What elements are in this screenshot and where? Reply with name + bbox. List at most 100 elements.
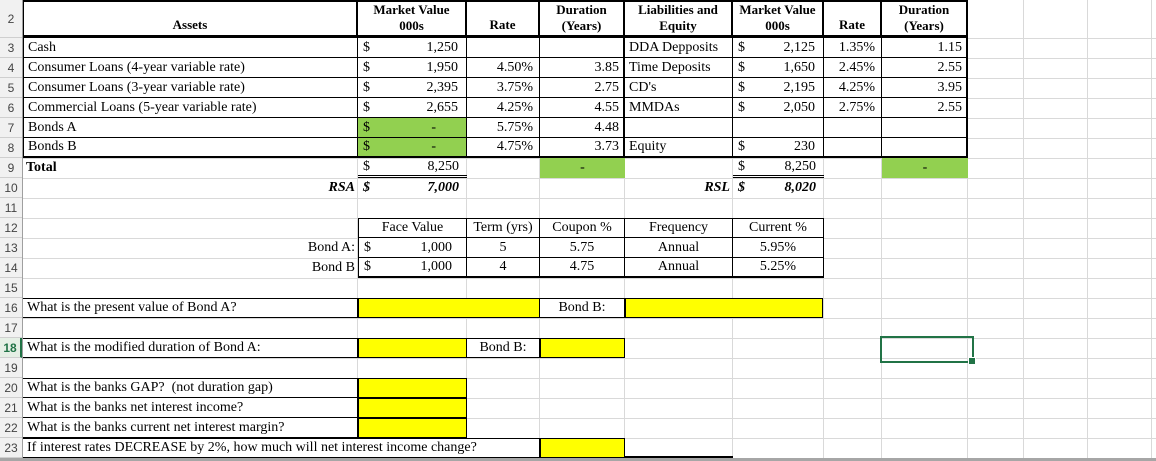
asset-rate-cell[interactable]: 4.75% xyxy=(467,138,540,158)
row-number[interactable]: 19 xyxy=(0,358,22,378)
row-number[interactable]: 16 xyxy=(0,298,22,318)
liability-mv-cell[interactable] xyxy=(733,118,824,138)
row-number[interactable]: 22 xyxy=(0,418,22,438)
liability-duration-cell[interactable]: 2.55 xyxy=(882,58,968,78)
row-number[interactable]: 10 xyxy=(0,178,22,198)
row-number[interactable]: 11 xyxy=(0,198,22,218)
liability-name-cell[interactable]: Equity xyxy=(625,138,733,158)
answer-nim-input[interactable] xyxy=(358,418,467,438)
answer-pv-bond-b-input[interactable] xyxy=(625,298,823,318)
bond-b-prompt-cell-2[interactable]: Bond B: xyxy=(467,338,540,358)
total-label-cell[interactable]: Total xyxy=(22,158,358,178)
asset-mv-cell[interactable]: $2,395 xyxy=(358,78,467,98)
bond-header-face-value[interactable]: Face Value xyxy=(358,218,467,238)
bond-b-label-cell[interactable]: Bond B xyxy=(22,258,358,278)
liability-duration-cell[interactable] xyxy=(882,138,968,158)
liability-duration-cell[interactable]: 2.55 xyxy=(882,98,968,118)
liability-name-cell[interactable] xyxy=(625,118,733,138)
question-duration-bond-a-cell[interactable]: What is the modified duration of Bond A: xyxy=(22,338,358,358)
liabilities-total-duration-cell-green[interactable]: - xyxy=(882,158,968,178)
question-nii-cell[interactable]: What is the banks net interest income? xyxy=(22,398,358,418)
row23-trailing-cell[interactable] xyxy=(625,438,733,458)
liability-name-cell[interactable]: DDA Depposits xyxy=(625,38,733,58)
liability-rate-cell[interactable]: 4.25% xyxy=(824,78,882,98)
row-number[interactable]: 3 xyxy=(0,38,22,58)
asset-duration-cell[interactable]: 3.73 xyxy=(540,138,625,158)
asset-mv-cell[interactable]: $2,655 xyxy=(358,98,467,118)
row-number[interactable]: 9 xyxy=(0,158,22,178)
answer-nii-input[interactable] xyxy=(358,398,467,418)
row-number[interactable]: 8 xyxy=(0,138,22,158)
liability-rate-cell[interactable] xyxy=(824,138,882,158)
liab-duration-header-cell[interactable]: Duration (Years) xyxy=(882,0,968,38)
bond-header-current[interactable]: Current % xyxy=(733,218,824,238)
bond-header-coupon[interactable]: Coupon % xyxy=(540,218,625,238)
bond-a-coupon-cell[interactable]: 5.75 xyxy=(540,238,625,258)
liability-mv-cell[interactable]: $2,195 xyxy=(733,78,824,98)
assets-mv-header-cell[interactable]: Market Value 000s xyxy=(358,0,467,38)
asset-duration-cell[interactable]: 2.75 xyxy=(540,78,625,98)
liability-mv-cell[interactable]: $2,050 xyxy=(733,98,824,118)
liability-name-cell[interactable]: Time Deposits xyxy=(625,58,733,78)
asset-name-cell[interactable]: Consumer Loans (3-year variable rate) xyxy=(22,78,358,98)
rsl-value-cell[interactable]: $8,020 xyxy=(733,178,824,198)
bond-header-term[interactable]: Term (yrs) xyxy=(467,218,540,238)
bond-a-current-cell[interactable]: 5.95% xyxy=(733,238,824,258)
liability-duration-cell[interactable] xyxy=(882,118,968,138)
asset-rate-cell[interactable]: 3.75% xyxy=(467,78,540,98)
row-number[interactable]: 23 xyxy=(0,438,22,458)
assets-duration-header-cell[interactable]: Duration (Years) xyxy=(540,0,625,38)
bond-b-face-cell[interactable]: $1,000 xyxy=(358,258,467,278)
asset-rate-cell[interactable]: 5.75% xyxy=(467,118,540,138)
row-number[interactable]: 20 xyxy=(0,378,22,398)
answer-duration-bond-b-input[interactable] xyxy=(540,338,625,358)
row-number[interactable]: 13 xyxy=(0,238,22,258)
asset-duration-cell[interactable]: 3.85 xyxy=(540,58,625,78)
liab-rate-header-cell[interactable]: Rate xyxy=(824,0,882,38)
bond-b-frequency-cell[interactable]: Annual xyxy=(625,258,733,278)
row-number[interactable]: 5 xyxy=(0,78,22,98)
assets-total-cell[interactable]: $8,250 xyxy=(358,158,467,178)
bond-a-face-cell[interactable]: $1,000 xyxy=(358,238,467,258)
liability-rate-cell[interactable] xyxy=(824,118,882,138)
row-number[interactable]: 17 xyxy=(0,318,22,338)
liability-duration-cell[interactable]: 3.95 xyxy=(882,78,968,98)
liabilities-header-cell[interactable]: Liabilities and Equity xyxy=(625,0,733,38)
assets-total-duration-cell-green[interactable]: - xyxy=(540,158,625,178)
liability-mv-cell[interactable]: $230 xyxy=(733,138,824,158)
row-number[interactable]: 2 xyxy=(0,0,22,38)
bond-a-frequency-cell[interactable]: Annual xyxy=(625,238,733,258)
answer-pv-bond-a-input[interactable] xyxy=(358,298,540,318)
liability-name-cell[interactable]: MMDAs xyxy=(625,98,733,118)
asset-rate-cell[interactable]: 4.25% xyxy=(467,98,540,118)
liability-mv-cell[interactable]: $1,650 xyxy=(733,58,824,78)
bond-a-label-cell[interactable]: Bond A: xyxy=(22,238,358,258)
liability-mv-cell[interactable]: $2,125 xyxy=(733,38,824,58)
bond-b-current-cell[interactable]: 5.25% xyxy=(733,258,824,278)
rsl-label-cell[interactable]: RSL xyxy=(625,178,733,198)
asset-mv-cell[interactable]: $1,950 xyxy=(358,58,467,78)
asset-name-cell[interactable]: Cash xyxy=(22,38,358,58)
rsa-label-cell[interactable]: RSA xyxy=(22,178,358,198)
row-number[interactable]: 15 xyxy=(0,278,22,298)
question-nim-cell[interactable]: What is the banks current net interest m… xyxy=(22,418,358,438)
asset-mv-cell-green[interactable]: $ - xyxy=(358,118,467,138)
bond-b-term-cell[interactable]: 4 xyxy=(467,258,540,278)
asset-duration-cell[interactable]: 4.55 xyxy=(540,98,625,118)
asset-mv-cell-green[interactable]: $ - xyxy=(358,138,467,158)
selected-cell-outline[interactable] xyxy=(880,336,976,365)
assets-header-cell[interactable]: Assets xyxy=(22,0,358,38)
bond-a-term-cell[interactable]: 5 xyxy=(467,238,540,258)
liabilities-total-cell[interactable]: $8,250 xyxy=(733,158,824,178)
row-number[interactable]: 14 xyxy=(0,258,22,278)
asset-name-cell[interactable]: Commercial Loans (5-year variable rate) xyxy=(22,98,358,118)
answer-rate-decrease-input[interactable] xyxy=(540,438,625,458)
rsa-value-cell[interactable]: $7,000 xyxy=(358,178,467,198)
asset-duration-cell[interactable] xyxy=(540,38,625,58)
bond-b-coupon-cell[interactable]: 4.75 xyxy=(540,258,625,278)
row-number[interactable]: 18 xyxy=(0,338,22,358)
liability-duration-cell[interactable]: 1.15 xyxy=(882,38,968,58)
asset-rate-cell[interactable]: 4.50% xyxy=(467,58,540,78)
row-number[interactable]: 4 xyxy=(0,58,22,78)
question-pv-bond-a-cell[interactable]: What is the present value of Bond A? xyxy=(22,298,358,318)
